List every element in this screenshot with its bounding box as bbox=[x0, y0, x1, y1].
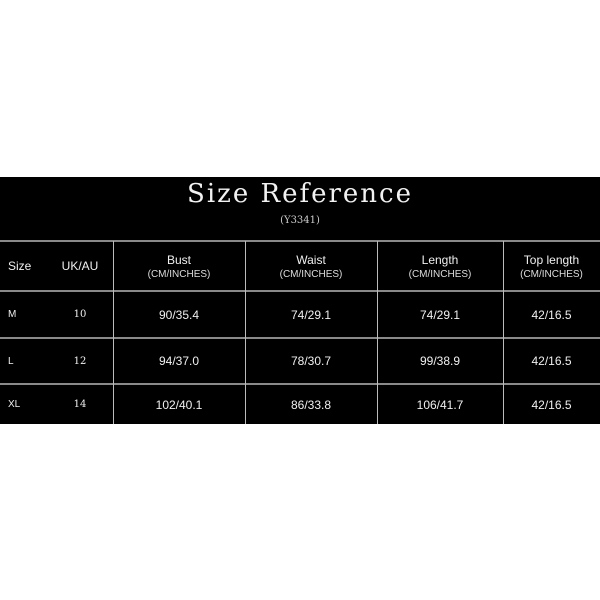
header-bust: Bust (CM/INCHES) bbox=[113, 242, 245, 290]
cell-size: XL bbox=[8, 399, 21, 410]
divider bbox=[113, 241, 114, 424]
divider bbox=[0, 240, 600, 242]
cell-size: M bbox=[8, 309, 17, 320]
cell-waist: 74/29.1 bbox=[290, 307, 332, 322]
header-unit: (CM/INCHES) bbox=[147, 268, 211, 280]
cell-waist: 86/33.8 bbox=[290, 397, 332, 412]
size-reference-panel: Size Reference (Y3341) Size UK/AU Bust (CM/… bbox=[0, 177, 600, 424]
header-label: Waist bbox=[296, 252, 326, 267]
header-length: Length (CM/INCHES) bbox=[377, 242, 503, 290]
header-label: Length bbox=[421, 252, 459, 267]
cell-bust: 94/37.0 bbox=[158, 354, 200, 368]
cell-bust: 102/40.1 bbox=[155, 397, 203, 412]
cell-uk-au: 14 bbox=[73, 399, 87, 410]
divider bbox=[377, 241, 378, 424]
divider bbox=[0, 383, 600, 385]
header-unit: (CM/INCHES) bbox=[279, 268, 343, 280]
divider bbox=[503, 241, 504, 424]
cell-bust: 90/35.4 bbox=[158, 307, 200, 322]
header-size: Size bbox=[8, 242, 38, 290]
cell-length: 74/29.1 bbox=[419, 307, 461, 322]
cell-length: 99/38.9 bbox=[419, 354, 461, 368]
cell-size: L bbox=[8, 355, 14, 367]
header-label: Bust bbox=[166, 252, 191, 267]
cell-uk-au: 10 bbox=[73, 309, 87, 320]
cell-top-length: 42/16.5 bbox=[531, 354, 572, 368]
divider bbox=[245, 241, 246, 424]
header-uk-au: UK/AU bbox=[45, 242, 115, 290]
cell-length: 106/41.7 bbox=[416, 397, 464, 412]
cell-top-length: 42/16.5 bbox=[531, 397, 572, 412]
header-label: Size bbox=[8, 259, 32, 273]
header-unit: (CM/INCHES) bbox=[520, 268, 583, 280]
header-label: Top length bbox=[523, 252, 580, 267]
header-unit: (CM/INCHES) bbox=[408, 268, 472, 280]
cell-waist: 78/30.7 bbox=[290, 354, 332, 368]
product-code: (Y3341) bbox=[280, 215, 320, 226]
header-top-length: Top length (CM/INCHES) bbox=[503, 242, 600, 290]
cell-uk-au: 12 bbox=[73, 355, 87, 367]
divider bbox=[0, 290, 600, 292]
divider bbox=[0, 337, 600, 339]
cell-top-length: 42/16.5 bbox=[531, 307, 572, 322]
header-waist: Waist (CM/INCHES) bbox=[245, 242, 377, 290]
header-label: UK/AU bbox=[61, 259, 99, 273]
title: Size Reference bbox=[187, 179, 413, 209]
